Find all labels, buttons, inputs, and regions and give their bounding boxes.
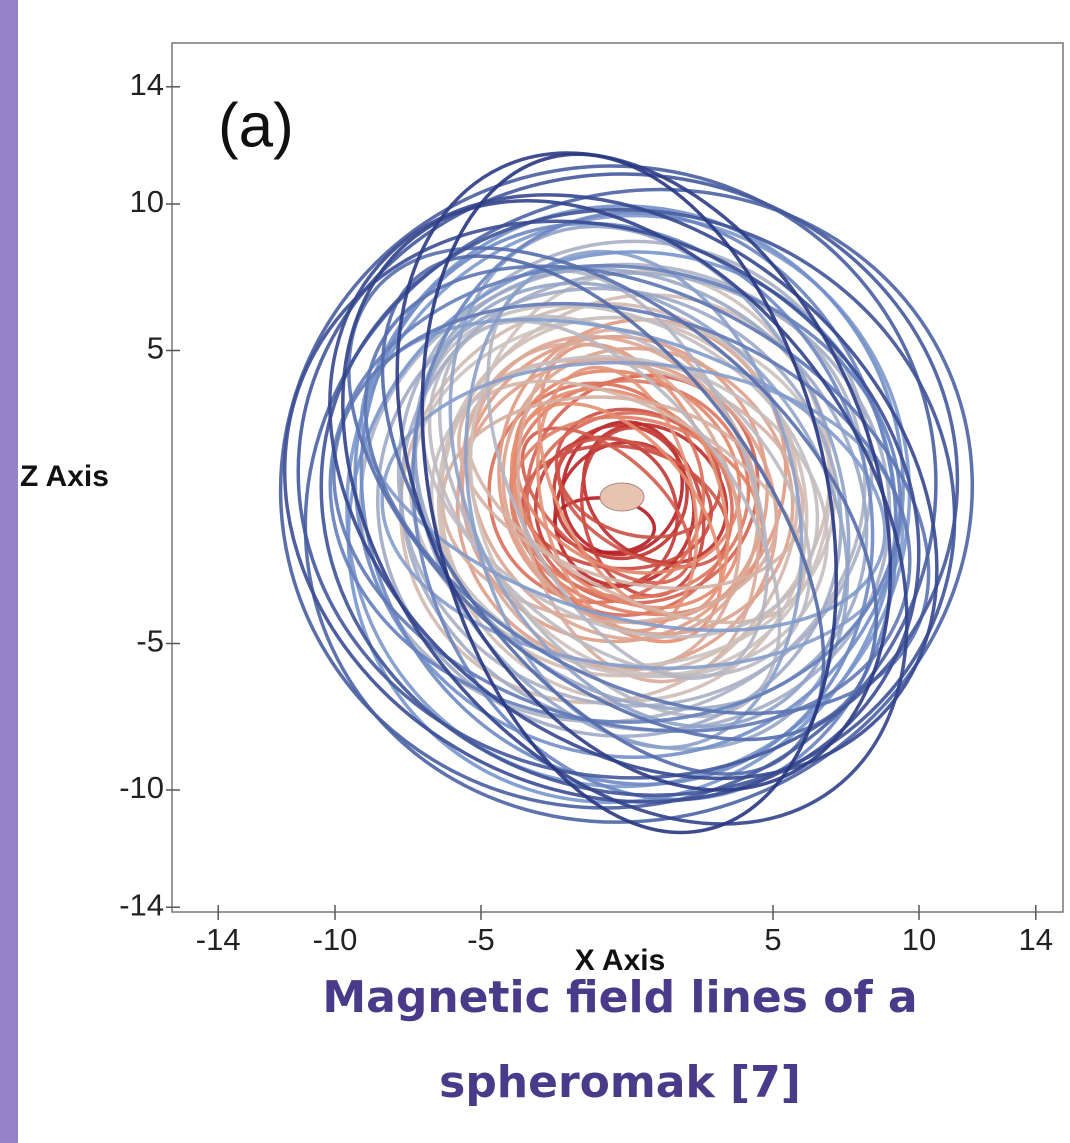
field-line (520, 426, 693, 585)
field-line (464, 249, 804, 750)
side-bar (0, 0, 18, 1143)
z-tick-label: 5 (147, 331, 164, 366)
x-axis-label: X Axis (575, 944, 666, 977)
x-tick-label: -5 (467, 922, 495, 957)
field-line (582, 422, 729, 565)
x-tick-label: -10 (313, 922, 358, 957)
field-line (363, 264, 931, 716)
z-axis-label: Z Axis (20, 460, 109, 493)
z-tick-label: 14 (130, 67, 164, 102)
field-line (282, 219, 921, 804)
x-tick-label: 10 (902, 922, 936, 957)
x-tick-label: 14 (1019, 922, 1053, 957)
field-lines (278, 151, 975, 835)
z-tick-label: 10 (130, 184, 164, 219)
x-tick-label: 5 (764, 922, 781, 957)
field-line (536, 365, 699, 633)
field-line (319, 207, 957, 797)
z-tick-label: -5 (136, 624, 164, 659)
x-tick-label: -14 (196, 922, 241, 957)
z-tick-label: -10 (119, 770, 164, 805)
core (599, 482, 645, 512)
field-line (420, 152, 838, 835)
panel-label: (a) (218, 91, 294, 160)
field-line (552, 423, 689, 561)
field-line (296, 172, 960, 780)
z-tick-label: -14 (119, 887, 164, 922)
caption-line: spheromak [7] (439, 1057, 801, 1108)
caption-line: Magnetic field lines of a (322, 972, 917, 1023)
field-line (395, 151, 893, 792)
field-line (341, 199, 909, 826)
